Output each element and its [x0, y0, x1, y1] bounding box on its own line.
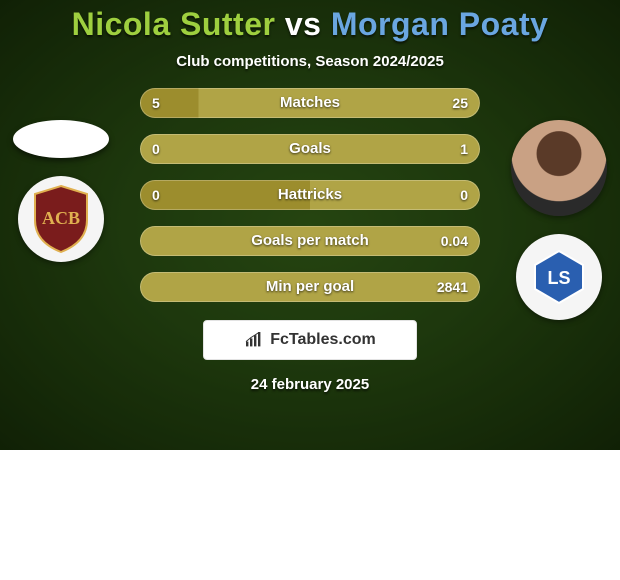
stat-bars: 525Matches 01Goals 00Hattricks 0.04Goals pe… — [140, 88, 480, 302]
club-badge-icon: LS — [529, 247, 589, 307]
player2-avatar-photo — [511, 120, 607, 216]
card-title: Nicola Sutter vs Morgan Poaty — [0, 6, 620, 43]
player1-club-logo: ACB — [18, 176, 104, 262]
watermark-text: FcTables.com — [270, 331, 376, 349]
stat-row: 0.04Goals per match — [140, 226, 480, 256]
date-line: 24 february 2025 — [0, 376, 620, 393]
stat-label: Goals — [140, 134, 480, 164]
club-shield-icon: ACB — [31, 184, 91, 254]
player2-name: Morgan Poaty — [331, 6, 549, 42]
stat-label: Hattricks — [140, 180, 480, 210]
svg-text:LS: LS — [547, 268, 570, 288]
svg-text:ACB: ACB — [42, 208, 80, 228]
stat-row: 00Hattricks — [140, 180, 480, 210]
vs-separator: vs — [285, 6, 322, 42]
left-player-column: ACB — [6, 120, 116, 262]
stat-label: Matches — [140, 88, 480, 118]
right-player-column: LS — [504, 120, 614, 320]
player1-name: Nicola Sutter — [72, 6, 276, 42]
stat-row: 525Matches — [140, 88, 480, 118]
player2-club-logo: LS — [516, 234, 602, 320]
stat-row: 2841Min per goal — [140, 272, 480, 302]
player1-avatar-placeholder — [13, 120, 109, 158]
card-subtitle: Club competitions, Season 2024/2025 — [0, 53, 620, 70]
watermark-box: FcTables.com — [203, 320, 417, 360]
stat-label: Goals per match — [140, 226, 480, 256]
stat-label: Min per goal — [140, 272, 480, 302]
stat-row: 01Goals — [140, 134, 480, 164]
bar-chart-icon — [244, 332, 264, 348]
comparison-card: ACB LS Nicola Sutter vs Morgan Poaty Clu… — [0, 0, 620, 450]
